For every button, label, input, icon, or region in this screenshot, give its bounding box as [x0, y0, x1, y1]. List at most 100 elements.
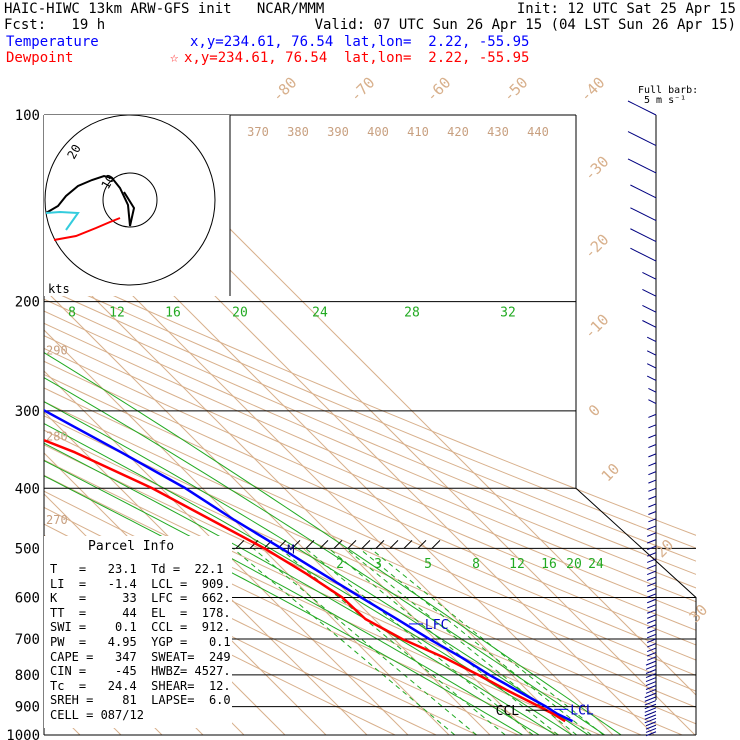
pressure-tick-label: 100 — [15, 108, 40, 124]
wind-barb — [627, 131, 657, 146]
wind-barb — [647, 598, 657, 604]
parcel-info-row: PW = 4.95 YGP = 0.1 — [50, 635, 231, 649]
wind-barb — [630, 247, 657, 262]
isentrope-label: 380 — [287, 125, 309, 139]
dry-adiabat-line — [44, 415, 696, 708]
wind-barb — [645, 685, 657, 690]
ccl-label: CCL — [496, 704, 520, 719]
parcel-info-row: CIN = -45 HWBZ= 4527. — [50, 664, 231, 679]
hatch-mark — [431, 540, 441, 549]
isentrope-label: 440 — [527, 125, 549, 139]
mixing-ratio-label: 3 — [374, 557, 382, 572]
dewpoint-star-marker: ☆ — [170, 50, 179, 66]
hatch-mark — [333, 540, 343, 549]
hatch-mark — [291, 540, 301, 549]
wind-barb — [644, 707, 657, 713]
pressure-tick-label: 200 — [15, 295, 40, 311]
wind-barb — [647, 587, 657, 593]
wind-barb — [648, 434, 657, 439]
wind-barb — [647, 525, 657, 530]
pressure-tick-label: 1000 — [6, 728, 40, 740]
wind-barb — [644, 717, 657, 724]
wind-barb — [646, 363, 657, 369]
hatch-mark — [249, 540, 259, 549]
parcel-info-row: LI = -1.4 LCL = 909. — [50, 576, 231, 591]
wind-barb — [642, 320, 657, 328]
wind-barb — [645, 664, 657, 670]
isotherm-label: -10 — [581, 311, 613, 343]
isotherm-line — [44, 247, 532, 735]
wind-barb — [630, 207, 657, 222]
temperature-location-xy: x,y=234.61, 76.54 — [190, 34, 334, 50]
parcel-info-row: CELL = 087/12 — [50, 708, 144, 722]
wind-barb — [647, 539, 657, 544]
wind-barb — [648, 399, 657, 404]
wind-barb — [645, 677, 657, 683]
isotherm-label: -20 — [581, 231, 613, 263]
mixing-ratio-line — [370, 547, 604, 735]
pressure-tick-label: 400 — [15, 481, 40, 497]
wind-barb — [645, 673, 657, 679]
dry-adiabat-line — [44, 263, 696, 536]
barb-legend-title: Full barb: — [638, 85, 699, 96]
dry-adiabat-label: 270 — [46, 513, 68, 527]
model-title: HAIC-HIWC 13km ARW-GFS init NCAR/MMM — [4, 1, 325, 17]
dry-adiabat-label: 290 — [46, 344, 68, 358]
wind-barb — [647, 647, 657, 653]
wind-barb — [648, 518, 657, 523]
mixing-ratio-line — [328, 547, 559, 735]
wind-barb — [647, 558, 657, 563]
wind-barb — [647, 552, 657, 557]
wind-barb — [645, 724, 657, 730]
lcl-label: LCL — [570, 703, 594, 718]
wind-barb — [648, 503, 657, 508]
isotherm-label: 0 — [585, 401, 604, 420]
wind-barb — [647, 532, 657, 537]
dewpoint-profile-line — [44, 438, 566, 723]
wind-barb — [627, 158, 657, 174]
isentrope-label: 420 — [447, 125, 469, 139]
isotherm-label: -30 — [581, 153, 613, 185]
temperature-location-latlon: lat,lon= 2.22, -55.95 — [344, 34, 530, 50]
dewpoint-location-latlon: lat,lon= 2.22, -55.95 — [344, 50, 530, 66]
wind-barb — [645, 721, 657, 727]
hodograph-trace-red — [53, 217, 121, 241]
moist-adiabat-label: 8 — [68, 306, 76, 321]
wind-barb — [647, 614, 657, 619]
parcel-info-row: K = 33 LFC = 662. — [50, 591, 231, 606]
dry-adiabat-line — [44, 474, 601, 735]
hatch-mark — [235, 540, 245, 549]
pressure-tick-label: 900 — [15, 700, 40, 716]
wind-barb — [647, 604, 657, 609]
hatch-mark — [305, 540, 315, 549]
wind-barb — [647, 593, 657, 598]
wind-barb — [647, 624, 657, 629]
wind-barb — [644, 696, 657, 702]
hodograph-outer-ring — [44, 114, 216, 286]
dry-adiabat-line — [44, 444, 683, 735]
hodograph-ring-label: 20 — [64, 142, 83, 162]
isotherm-label: -60 — [423, 74, 455, 106]
wind-barb — [647, 609, 657, 614]
parcel-info-box: Parcel Info T = 23.1 Td = 22.1 LI = -1.4 … — [44, 536, 232, 728]
pressure-tick-label: 800 — [15, 668, 40, 684]
isotherm-label: -80 — [269, 74, 301, 106]
moist-adiabat-label: 32 — [500, 306, 516, 321]
isentrope-label: 400 — [367, 125, 389, 139]
wind-barb — [647, 619, 657, 624]
dry-adiabat-line — [44, 335, 696, 617]
temperature-profile-line — [44, 408, 574, 723]
pressure-tick-label: 300 — [15, 404, 40, 420]
isotherm-line — [44, 411, 368, 735]
pressure-tick-label: 500 — [15, 541, 40, 557]
dry-adiabat-line — [44, 429, 696, 725]
dry-adiabat-line — [44, 401, 696, 692]
plot-right-border-lower — [575, 487, 697, 735]
isentrope-label: 370 — [247, 125, 269, 139]
wind-barb — [648, 479, 657, 484]
dry-adiabat-line — [44, 322, 696, 603]
hatch-mark — [361, 540, 371, 549]
wind-barb — [647, 545, 657, 551]
mixing-ratio-label: 16 — [541, 557, 557, 572]
